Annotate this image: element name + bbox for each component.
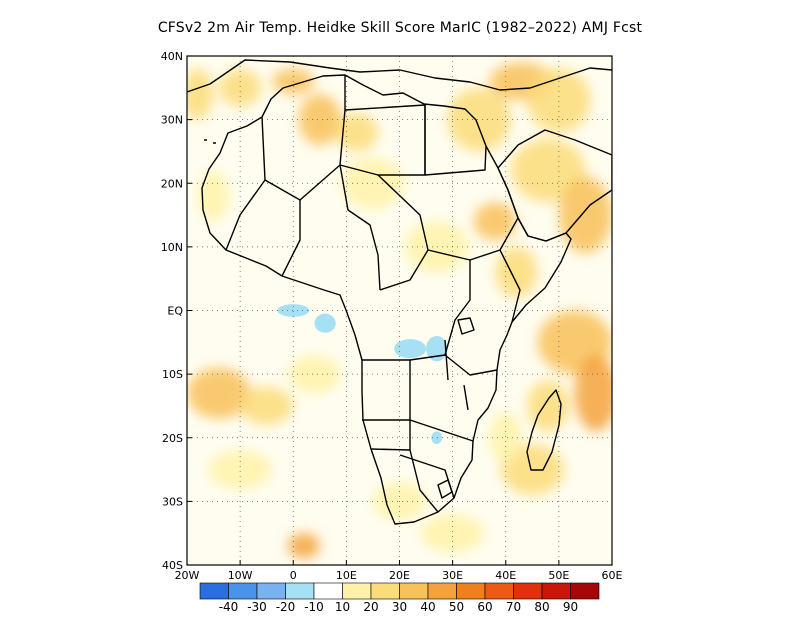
colorbar-swatch bbox=[285, 582, 315, 600]
skill-region bbox=[208, 450, 272, 489]
x-axis-ticks: 20W 10W 0 10E 20E 30E 40E 50E 60E bbox=[175, 560, 623, 582]
skill-region bbox=[187, 367, 251, 419]
x-tick-label: 10W bbox=[228, 569, 253, 582]
skill-region bbox=[197, 170, 230, 222]
skill-region bbox=[511, 138, 586, 203]
colorbar-label: 60 bbox=[477, 600, 492, 614]
skill-region bbox=[287, 355, 342, 394]
colorbar-swatch bbox=[570, 582, 600, 600]
negative-skill-region bbox=[314, 313, 336, 333]
skill-region bbox=[558, 176, 612, 254]
border-sahara-west bbox=[261, 75, 346, 201]
colorbar-label: 20 bbox=[363, 600, 378, 614]
skill-region bbox=[187, 68, 214, 120]
colorbar-label: 50 bbox=[449, 600, 464, 614]
x-tick-label: 60E bbox=[602, 569, 623, 582]
border-libya-egypt bbox=[424, 104, 487, 176]
colorbar: -40 -30 -20 -10 10 20 30 40 50 60 70 80 90 bbox=[199, 582, 600, 614]
x-tick-label: 40E bbox=[495, 569, 516, 582]
africa-coastline bbox=[201, 74, 572, 525]
skill-region bbox=[447, 87, 512, 152]
colorbar-label: -20 bbox=[276, 600, 296, 614]
coastlines-and-borders bbox=[187, 59, 612, 525]
skill-region bbox=[287, 533, 320, 559]
y-tick-label: 40N bbox=[161, 50, 183, 63]
colorbar-label: -10 bbox=[304, 600, 324, 614]
border-central bbox=[377, 174, 519, 291]
border-east bbox=[444, 249, 521, 376]
skill-region bbox=[218, 68, 262, 107]
lesotho-border bbox=[437, 479, 453, 499]
skill-region bbox=[527, 68, 591, 133]
colorbar-label: -40 bbox=[219, 600, 239, 614]
negative-skill-region bbox=[277, 304, 310, 317]
y-tick-label: 20S bbox=[162, 432, 183, 445]
x-tick-label: 20E bbox=[389, 569, 410, 582]
colorbar-swatch bbox=[256, 582, 286, 600]
lake-malawi bbox=[463, 384, 469, 411]
border-southern bbox=[370, 420, 439, 513]
colorbar-swatch bbox=[456, 582, 486, 600]
map-title: CFSv2 2m Air Temp. Heidke Skill Score Ma… bbox=[157, 20, 643, 36]
madagascar-coastline bbox=[526, 389, 562, 471]
lake-tanganyika bbox=[444, 339, 449, 381]
canary-islands bbox=[204, 139, 216, 144]
colorbar-swatch bbox=[313, 582, 343, 600]
colorbar-swatch bbox=[228, 582, 258, 600]
colorbar-label: 70 bbox=[506, 600, 521, 614]
colorbar-label: 90 bbox=[563, 600, 578, 614]
y-axis-ticks: 40N 30N 20N 10N EQ 10S 20S 30S 40S bbox=[161, 50, 192, 572]
plot-frame bbox=[186, 55, 613, 566]
x-tick-label: 30E bbox=[442, 569, 463, 582]
colorbar-label: 40 bbox=[420, 600, 435, 614]
colorbar-label: -30 bbox=[247, 600, 267, 614]
colorbar-swatch bbox=[484, 582, 514, 600]
colorbar-swatch bbox=[541, 582, 571, 600]
negative-skill-region bbox=[394, 339, 427, 359]
colorbar-label: 80 bbox=[534, 600, 549, 614]
y-tick-label: 10S bbox=[162, 368, 183, 381]
colorbar-swatch bbox=[427, 582, 457, 600]
border-sahel bbox=[225, 164, 381, 291]
y-tick-label: 10N bbox=[161, 241, 183, 254]
x-tick-label: 10E bbox=[336, 569, 357, 582]
y-tick-label: EQ bbox=[167, 305, 183, 318]
x-tick-label: 50E bbox=[548, 569, 569, 582]
skill-region bbox=[527, 380, 570, 432]
colorbar-swatch bbox=[342, 582, 372, 600]
colorbar-label: 30 bbox=[392, 600, 407, 614]
skill-region bbox=[489, 412, 522, 464]
colorbar-swatch bbox=[399, 582, 429, 600]
skill-region bbox=[240, 386, 294, 426]
x-tick-label: 20W bbox=[175, 569, 200, 582]
colorbar-label: 10 bbox=[335, 600, 350, 614]
skill-region bbox=[495, 246, 538, 298]
y-tick-label: 30N bbox=[161, 114, 183, 127]
lake-victoria bbox=[457, 317, 475, 335]
x-tick-label: 0 bbox=[290, 569, 297, 582]
skill-region bbox=[574, 355, 612, 432]
skill-region bbox=[404, 221, 469, 273]
colorbar-swatch bbox=[370, 582, 400, 600]
y-tick-label: 20N bbox=[161, 177, 183, 190]
mediterranean-north-coast bbox=[187, 59, 612, 93]
skill-region bbox=[420, 514, 485, 553]
skill-region bbox=[298, 94, 342, 146]
colorbar-swatch bbox=[199, 582, 229, 600]
skill-region bbox=[473, 202, 517, 241]
colorbar-swatch bbox=[513, 582, 543, 600]
negative-skill-region bbox=[431, 431, 442, 445]
y-tick-label: 30S bbox=[162, 495, 183, 508]
y-tick-label: 40S bbox=[162, 559, 183, 572]
